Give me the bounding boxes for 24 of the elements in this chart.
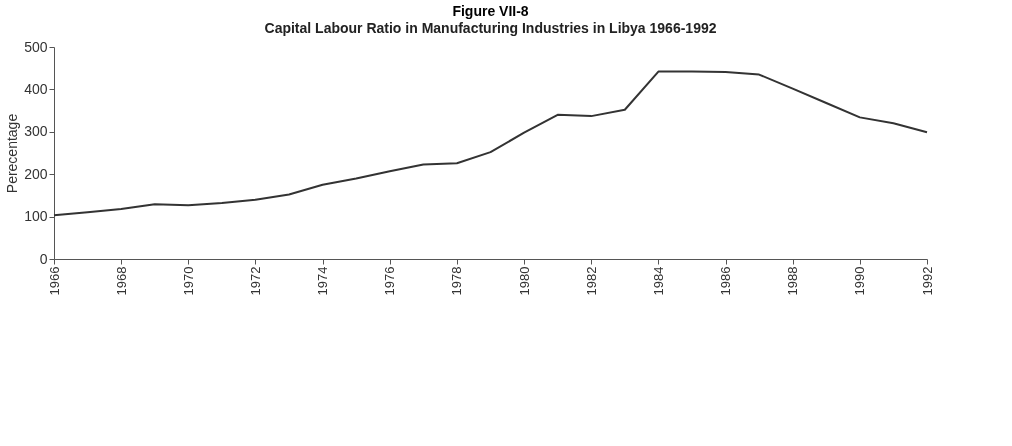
y-tick-label: 300 — [24, 123, 48, 140]
x-tick-label: 1986 — [718, 266, 734, 296]
x-tick-label: 1972 — [247, 266, 263, 296]
y-axis-title: Perecentage — [4, 113, 21, 194]
x-tick-label: 1982 — [583, 266, 599, 296]
x-tick-label: 1980 — [516, 266, 532, 296]
x-tick-label: 1974 — [315, 266, 331, 296]
y-tick-label: 0 — [39, 250, 48, 267]
x-tick-label: 1970 — [180, 266, 196, 296]
x-tick-label: 1992 — [919, 266, 935, 296]
line-series — [53, 70, 928, 217]
x-tick-label: 1966 — [46, 266, 62, 296]
y-tick-label: 400 — [24, 80, 48, 97]
y-tick-label: 200 — [24, 165, 48, 182]
x-tick-label: 1978 — [449, 266, 465, 296]
x-tick-label: 1968 — [113, 266, 129, 296]
x-tick-label: 1984 — [650, 266, 666, 296]
x-tick-label: 1988 — [785, 266, 801, 296]
x-tick-label: 1990 — [852, 266, 868, 296]
y-tick-label: 100 — [24, 208, 48, 225]
chart-subtitle: Capital Labour Ratio in Manufacturing Industries in Libya 1966-1992 — [264, 20, 717, 36]
x-tick-label: 1976 — [382, 266, 398, 296]
y-tick-label: 500 — [24, 38, 48, 55]
chart-title: Figure VII-8 — [452, 3, 529, 19]
